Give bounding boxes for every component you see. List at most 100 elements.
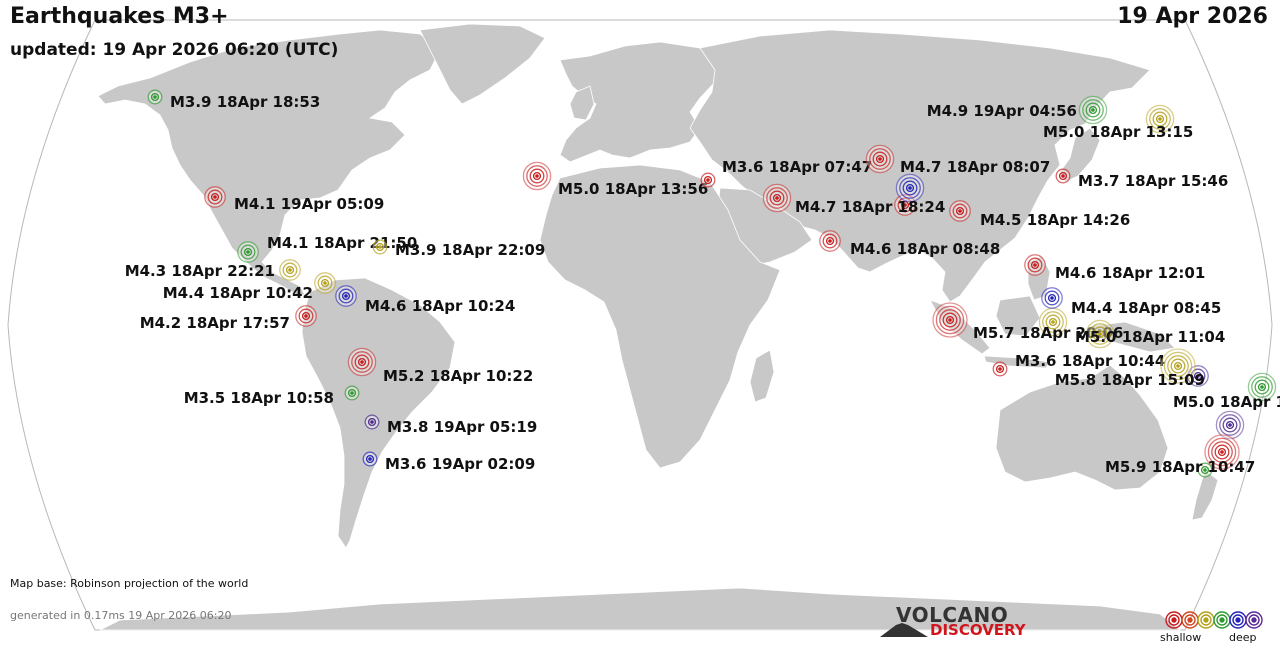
- africa-landmass: [539, 164, 781, 469]
- quake-label[interactable]: M5.0 18Apr 13:15: [1043, 123, 1193, 141]
- quake-ring: [905, 183, 915, 193]
- asia-landmass: [689, 29, 1151, 303]
- quake-marker[interactable]: M5.0 18Apr 13:56: [522, 161, 708, 198]
- quake-epicenter: [360, 360, 364, 364]
- quake-label[interactable]: M3.7 18Apr 15:46: [1078, 172, 1228, 190]
- quake-label[interactable]: M3.5 18Apr 10:58: [184, 389, 334, 407]
- quake-ring: [240, 244, 256, 260]
- quake-label[interactable]: M5.7 18Apr 20:06: [973, 324, 1123, 342]
- quake-ring: [285, 265, 295, 275]
- quake-epicenter: [304, 314, 308, 318]
- quake-ring: [341, 291, 351, 301]
- quake-marker[interactable]: [1215, 410, 1245, 440]
- quake-marker[interactable]: M3.7 18Apr 15:46: [1055, 168, 1228, 190]
- logo-text-discovery: DISCOVERY: [930, 621, 1026, 639]
- quake-label[interactable]: M4.4 18Apr 08:45: [1071, 299, 1221, 317]
- quake-marker[interactable]: M4.6 18Apr 12:01: [1024, 254, 1206, 282]
- quake-marker[interactable]: M4.7 18Apr 08:07: [865, 144, 1050, 176]
- quake-ring: [1257, 382, 1267, 392]
- quake-ring: [1163, 351, 1193, 381]
- quake-marker[interactable]: M3.9 18Apr 18:53: [147, 89, 320, 111]
- quake-marker[interactable]: M3.6 18Apr 07:47: [700, 158, 872, 188]
- quake-ring: [357, 357, 367, 367]
- quake-label[interactable]: M5.0 18Apr 10:2: [1173, 393, 1280, 411]
- quake-marker[interactable]: M4.1 18Apr 21:50: [237, 234, 418, 263]
- quake-label[interactable]: M3.6 18Apr 07:47: [722, 158, 872, 176]
- quake-ring: [1042, 311, 1064, 333]
- quake-epicenter: [998, 367, 1002, 371]
- quake-marker[interactable]: M5.0 18Apr 11:04: [1075, 319, 1225, 349]
- quake-marker[interactable]: M4.4 18Apr 08:45: [1041, 287, 1222, 317]
- current-date: 19 Apr 2026: [1117, 4, 1268, 29]
- quake-ring: [869, 148, 891, 170]
- quake-label[interactable]: M3.6 19Apr 02:09: [385, 455, 535, 473]
- quake-marker[interactable]: M5.2 18Apr 10:22: [347, 347, 533, 385]
- quake-marker[interactable]: M5.0 18Apr 13:15: [1043, 104, 1193, 141]
- quake-marker[interactable]: M4.3 18Apr 22:21: [125, 259, 301, 281]
- quake-label[interactable]: M5.2 18Apr 10:22: [383, 367, 533, 385]
- quake-label[interactable]: M4.6 18Apr 10:24: [365, 297, 515, 315]
- quake-ring: [875, 154, 885, 164]
- quake-marker[interactable]: M4.7 18Apr 18:24: [762, 183, 945, 216]
- quake-marker[interactable]: M4.4 18Apr 10:42: [163, 272, 336, 302]
- quake-label[interactable]: M4.1 19Apr 05:09: [234, 195, 384, 213]
- quake-marker[interactable]: M4.1 19Apr 05:09: [204, 186, 385, 213]
- quake-ring: [822, 233, 838, 249]
- quake-marker[interactable]: [894, 194, 916, 216]
- quake-epicenter: [1260, 385, 1264, 389]
- quake-marker[interactable]: M3.8 19Apr 05:19: [364, 414, 537, 436]
- quake-label[interactable]: M4.2 18Apr 17:57: [140, 314, 290, 332]
- quake-label[interactable]: M4.7 18Apr 08:07: [900, 158, 1050, 176]
- quake-ring: [1149, 108, 1171, 130]
- quake-label[interactable]: M3.6 18Apr 10:44: [1015, 352, 1165, 370]
- quake-label[interactable]: M4.9 19Apr 04:56: [927, 102, 1077, 120]
- quake-epicenter: [1033, 263, 1037, 267]
- quake-epicenter: [350, 391, 354, 395]
- quake-epicenter: [1203, 468, 1207, 472]
- quake-label[interactable]: M3.9 18Apr 22:09: [395, 241, 545, 259]
- quake-label[interactable]: M4.6 18Apr 08:48: [850, 240, 1000, 258]
- quake-marker[interactable]: M3.5 18Apr 10:58: [184, 385, 360, 407]
- quake-label[interactable]: M5.8 18Apr 15:09: [1055, 371, 1205, 389]
- quake-label[interactable]: M4.7 18Apr 18:24: [795, 198, 945, 216]
- generated-note: generated in 0.17ms 19 Apr 2026 06:20: [10, 609, 232, 622]
- quake-label[interactable]: M4.6 18Apr 12:01: [1055, 264, 1205, 282]
- quake-ring: [1217, 447, 1227, 457]
- quake-marker[interactable]: M3.6 18Apr 10:44: [992, 352, 1165, 377]
- quake-marker[interactable]: M5.8 18Apr 15:09: [1055, 348, 1205, 389]
- quake-marker[interactable]: M5.0 18Apr 10:2: [1173, 372, 1280, 411]
- volcano-icon: [880, 623, 928, 637]
- quake-marker[interactable]: [1187, 365, 1209, 387]
- quake-marker[interactable]: M5.7 18Apr 20:06: [932, 302, 1123, 342]
- quake-marker[interactable]: [895, 173, 925, 203]
- quake-marker[interactable]: M4.6 18Apr 10:24: [335, 285, 516, 315]
- quake-ring: [1167, 355, 1189, 377]
- quake-marker[interactable]: M5.9 18Apr 10:47: [1105, 434, 1255, 476]
- quake-marker[interactable]: M4.2 18Apr 17:57: [140, 305, 317, 332]
- quake-label[interactable]: M5.0 18Apr 11:04: [1075, 328, 1225, 346]
- quake-ring: [1089, 323, 1111, 345]
- quake-marker[interactable]: M3.9 18Apr 22:09: [372, 239, 545, 259]
- quake-label[interactable]: M4.3 18Apr 22:21: [125, 262, 275, 280]
- quake-label[interactable]: M3.9 18Apr 18:53: [170, 93, 320, 111]
- quake-label[interactable]: M4.4 18Apr 10:42: [163, 284, 313, 302]
- quake-ring: [375, 242, 385, 252]
- quake-label[interactable]: M3.8 19Apr 05:19: [387, 418, 537, 436]
- quake-ring: [529, 168, 545, 184]
- quake-ring: [942, 312, 958, 328]
- legend-deep-label: deep: [1229, 631, 1257, 644]
- quake-marker[interactable]: M3.6 19Apr 02:09: [362, 451, 535, 473]
- quake-label[interactable]: M4.5 18Apr 14:26: [980, 211, 1130, 229]
- quake-ring: [1092, 326, 1108, 342]
- quake-ring: [1193, 371, 1203, 381]
- quake-label[interactable]: M5.0 18Apr 13:56: [558, 180, 708, 198]
- volcano-discovery-logo[interactable]: VOLCANO DISCOVERY: [880, 603, 1030, 639]
- quake-epicenter: [1176, 364, 1180, 368]
- quake-marker[interactable]: [1197, 462, 1213, 478]
- quake-label[interactable]: M5.9 18Apr 10:47: [1105, 458, 1255, 476]
- quake-marker[interactable]: M4.6 18Apr 08:48: [819, 230, 1001, 258]
- quake-marker[interactable]: M4.5 18Apr 14:26: [949, 200, 1131, 229]
- quake-marker[interactable]: M4.9 19Apr 04:56: [927, 95, 1108, 125]
- new-zealand-landmass: [1191, 469, 1219, 521]
